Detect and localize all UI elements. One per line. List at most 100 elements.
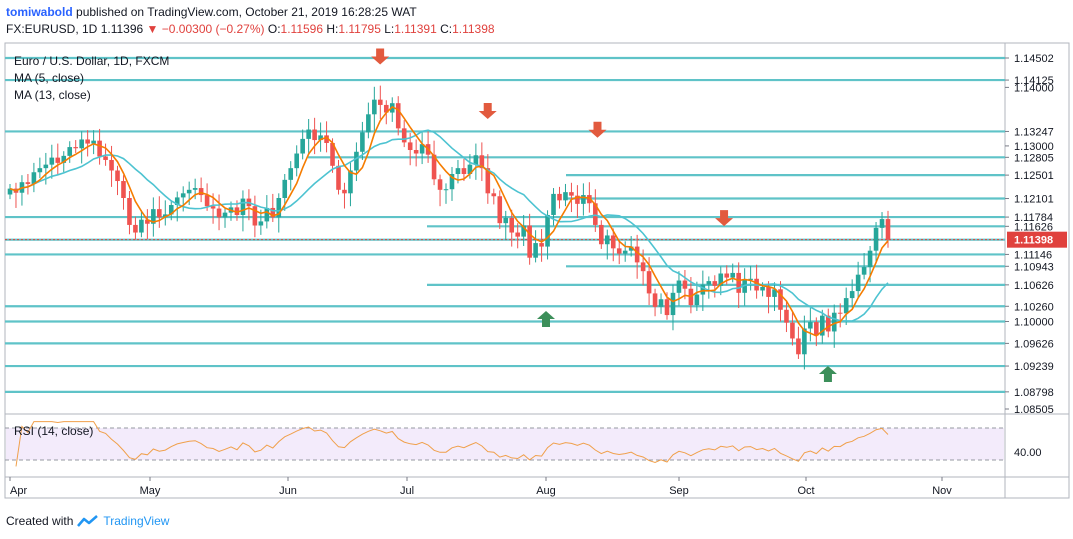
candle-body	[581, 195, 586, 204]
candle-body	[180, 193, 186, 198]
candle-body	[658, 299, 664, 307]
author-name[interactable]: tomiwabold	[6, 5, 73, 19]
candle-body	[240, 198, 246, 215]
candle-body	[640, 262, 646, 272]
candle-body	[133, 224, 138, 233]
down-triangle-icon: ▼	[146, 22, 159, 36]
candle-body	[718, 273, 724, 286]
candle-body	[336, 165, 341, 190]
candle-body	[282, 179, 288, 199]
tradingview-brand[interactable]: TradingView	[103, 514, 170, 528]
candle-body	[97, 140, 102, 157]
open-label: O:	[267, 22, 281, 36]
candle-body	[306, 129, 311, 139]
candle-body	[31, 172, 37, 184]
time-tick-label: Jun	[279, 485, 297, 497]
candle-body	[885, 219, 891, 240]
candle-body	[730, 272, 736, 278]
horizontal-levels	[5, 56, 1005, 393]
candle-body	[294, 153, 299, 169]
candle-body	[270, 207, 276, 218]
published-text: published on TradingView.com, October 21…	[76, 5, 417, 19]
candle-body	[837, 312, 843, 314]
candle-body	[742, 279, 747, 293]
last-price: 1.11396	[100, 22, 144, 36]
candle-body	[73, 147, 79, 149]
candle-body	[121, 181, 126, 199]
candle-body	[646, 271, 652, 294]
candle-body	[479, 155, 485, 169]
candle-body	[342, 189, 347, 194]
candle-body	[330, 142, 335, 166]
candle-body	[855, 274, 861, 292]
candle-body	[652, 293, 658, 307]
arrow-markers	[371, 48, 837, 382]
candle-body	[736, 272, 741, 293]
candle-body	[222, 212, 228, 218]
candle-body	[85, 139, 90, 144]
candle-body	[25, 182, 31, 184]
candle-body	[557, 193, 562, 201]
candle-body	[503, 217, 509, 224]
candle-body	[157, 209, 162, 218]
candle-body	[533, 243, 538, 258]
candle-body	[162, 214, 168, 218]
candle-body	[814, 322, 819, 336]
tradingview-logo-icon	[77, 515, 99, 527]
candle-body	[151, 209, 156, 224]
candle-body	[766, 286, 771, 297]
candle-body	[186, 189, 192, 194]
time-tick-label: Nov	[932, 485, 952, 497]
candle-body	[79, 139, 84, 149]
candle-body	[198, 188, 204, 196]
candle-body	[682, 280, 688, 289]
chart-header-line2: FX:EURUSD, 1D 1.11396 ▼ −0.00300 (−0.27%…	[6, 22, 495, 36]
candle-body	[569, 192, 574, 196]
legend-rsi: RSI (14, close)	[14, 424, 93, 438]
down-arrow-icon	[588, 121, 607, 138]
candle-body	[831, 312, 837, 332]
candle-body	[784, 309, 789, 323]
candle-body	[348, 170, 353, 194]
time-tick-label: May	[140, 485, 161, 497]
candle-body	[551, 193, 556, 215]
footer: Created with TradingView	[6, 514, 169, 528]
candle-body	[622, 250, 628, 254]
price-tick-label: 1.10943	[1014, 261, 1054, 273]
down-arrow-icon	[371, 48, 390, 65]
candle-body	[312, 129, 317, 141]
time-axis-labels: Apr May Jun Jul Aug Sep Oct Nov	[5, 476, 1069, 497]
candle-body	[539, 243, 544, 247]
open-value: 1.11596	[280, 22, 324, 36]
close-value: 1.11398	[452, 22, 495, 36]
low-label: L:	[384, 22, 395, 36]
price-tick-label: 1.13247	[1014, 126, 1054, 138]
candle-body	[706, 281, 712, 285]
candle-body	[252, 206, 258, 226]
high-label: H:	[326, 22, 339, 36]
price-tick-label: 1.14000	[1014, 82, 1054, 94]
candle-body	[395, 103, 401, 129]
price-tick-label: 1.14502	[1014, 53, 1054, 65]
price-tick-label: 1.11626	[1014, 221, 1053, 233]
symbol-label: FX:EURUSD, 1D	[6, 22, 98, 36]
candle-body	[467, 164, 473, 175]
candle-body	[43, 164, 49, 169]
candle-body	[825, 315, 831, 332]
candle-body	[67, 147, 73, 156]
created-with-text: Created with	[6, 514, 74, 528]
candle-body	[670, 292, 676, 316]
candle-body	[509, 217, 515, 233]
up-arrow-icon	[818, 365, 837, 382]
candle-body	[168, 205, 174, 215]
candle-body	[443, 189, 449, 191]
price-tick-label: 1.09239	[1014, 361, 1054, 373]
candle-body	[599, 224, 604, 245]
candle-body	[610, 235, 616, 249]
close-label: C:	[440, 22, 453, 36]
time-tick-label: Oct	[797, 485, 814, 497]
price-tick-label: 1.08798	[1014, 387, 1054, 399]
candle-body	[760, 286, 765, 291]
time-tick-label: Jul	[400, 485, 414, 497]
